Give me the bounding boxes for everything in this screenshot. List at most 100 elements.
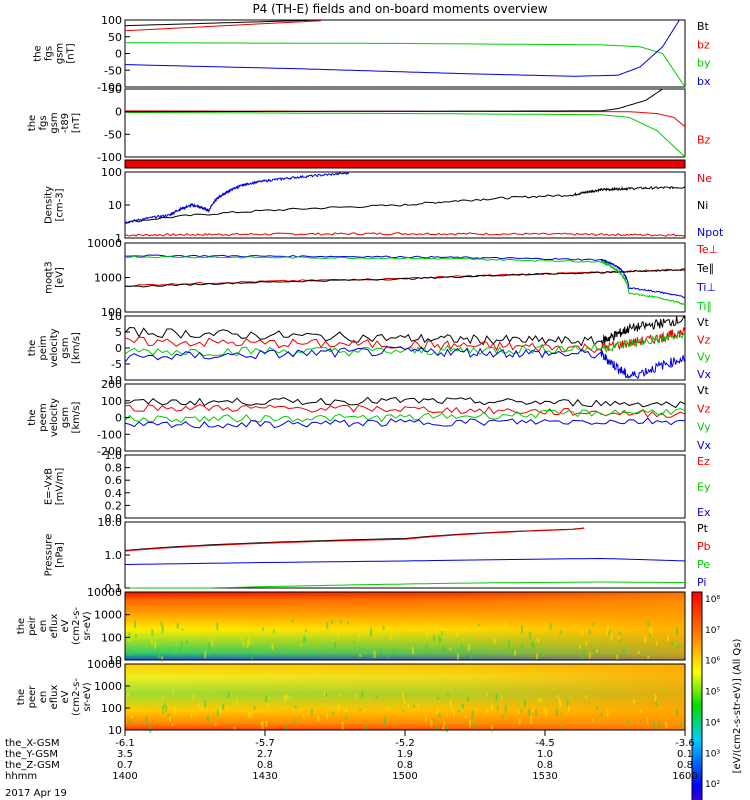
y-axis-label: the [27, 409, 38, 425]
y-axis-label: Pressure [44, 534, 55, 577]
spectrogram-pixel [676, 627, 679, 634]
spectrogram-pixel [131, 715, 133, 719]
legend-Pb: Pb [697, 540, 711, 553]
spectrogram-pixel [310, 708, 313, 716]
spectrogram-pixel [430, 720, 433, 728]
spectrogram-pixel [246, 640, 249, 648]
spectrogram-pixel [486, 709, 489, 714]
spectrogram-pixel [501, 715, 504, 719]
y-tick-label: 0.2 [105, 499, 123, 512]
panel-frame [124, 521, 686, 589]
spectrogram-pixel [561, 712, 564, 715]
spectrogram-pixel [633, 699, 635, 704]
spectrogram-pixel [449, 700, 452, 706]
series-line-by [125, 42, 686, 88]
spectrogram-pixel [217, 709, 219, 717]
legend-Vy: Vy [697, 351, 711, 364]
spectrogram-pixel [154, 641, 157, 649]
colorbar-tick-label: 10² [705, 780, 720, 790]
y-tick-label: 200 [101, 378, 122, 391]
spectrogram-pixel [379, 647, 382, 653]
spectrogram-pixel [250, 712, 253, 718]
spectrogram-pixel [271, 642, 274, 651]
legend-bz: bz [697, 38, 710, 51]
spectrogram-pixel [204, 651, 207, 659]
spectrogram-pixel [411, 646, 414, 655]
spectrogram-pixel [505, 622, 507, 630]
spectrogram-pixel [248, 646, 251, 655]
y-tick-label: 100 [101, 306, 122, 319]
colorbar-label: [eV/(cm2-s-str-eV)] (All Qs) [732, 638, 743, 773]
colorbar-ticks: 10⁸10⁷10⁶10⁵10⁴10³10²10¹ [705, 595, 720, 790]
legend-Bt: Bt [697, 20, 710, 33]
chart-title: P4 (TH-E) fields and on-board moments ov… [252, 2, 547, 16]
y-axis-label: [km/s] [71, 401, 82, 433]
spectrogram-pixel [273, 629, 276, 633]
spectrogram-pixel [392, 649, 395, 654]
spectrogram-pixel [338, 703, 341, 711]
spectrogram-pixel [531, 641, 533, 649]
spectrogram-pixel [326, 713, 329, 720]
spectrogram-pixel [211, 638, 214, 647]
panel-4: 100 10 1 Density [cm-3] Ne Ni Npot [44, 166, 724, 245]
spectrogram-pixel [655, 701, 658, 706]
footer-row-label: the_Z-GSM [5, 760, 60, 771]
spectrogram-pixel [317, 715, 320, 722]
y-tick-label: -50 [104, 64, 122, 77]
panel-frame [124, 171, 686, 239]
spectrogram-pixel [238, 648, 241, 654]
spectrogram-pixel [201, 705, 204, 713]
spectrogram-pixel [216, 622, 219, 631]
spectrogram-pixel [304, 629, 307, 632]
y-tick-label: 1000 [94, 680, 122, 693]
spectrogram-pixel [532, 708, 534, 712]
colorbar-tick-label: 10⁵ [705, 688, 720, 698]
legend-Vx: Vx [697, 368, 712, 381]
spectrogram-pixel [644, 635, 647, 643]
footer-value: -6.1 [115, 738, 135, 749]
spectrogram-pixel [227, 692, 230, 699]
spectrogram-pixel [417, 702, 420, 708]
spectrogram-pixel [543, 708, 546, 713]
spectrogram-pixel [518, 718, 521, 725]
spectrogram-pixel [470, 652, 473, 660]
series-line-trace2 [124, 88, 663, 113]
spectrogram-pixel [556, 694, 559, 698]
spectrogram-pixel [240, 637, 243, 640]
footer-value: 1500 [392, 771, 417, 782]
spectrogram-pixel [596, 706, 599, 710]
legend-Ex: Ex [697, 506, 711, 519]
spectrogram-pixel [493, 637, 496, 641]
series-line-Vy [124, 408, 686, 424]
spectrogram-pixel [262, 627, 265, 631]
y-tick-label: 1.0 [105, 449, 123, 462]
y-axis-label: fgs [38, 115, 49, 130]
y-axis-label: gsm [60, 337, 71, 358]
legend-by: by [697, 57, 711, 70]
spectrogram-pixel [265, 695, 268, 703]
footer-value: 0.8 [537, 760, 553, 771]
spectrogram-pixel [293, 627, 296, 632]
y-axis-label: [mV/m] [55, 468, 66, 506]
spectrogram-pixel [194, 626, 197, 630]
spectrogram-pixel [242, 641, 245, 647]
y-axis-label: eV [60, 619, 71, 632]
spectrogram-pixel [449, 647, 452, 650]
spectrogram-pixel [537, 638, 540, 643]
spectrogram-pixel [528, 709, 530, 717]
panel-frame [124, 88, 686, 158]
spectrogram-pixel [260, 723, 263, 726]
series-line-Pb [124, 527, 585, 552]
y-axis-label: (cm2-s- [71, 678, 82, 716]
spectrogram-pixel [520, 709, 523, 714]
spectrogram-pixel [373, 650, 376, 658]
colorbar-tick-label: 10⁴ [705, 718, 720, 728]
footer-value: 3.5 [117, 749, 133, 760]
spectrogram-pixel [523, 699, 526, 707]
series-line-Vx [124, 346, 686, 380]
footer-value: 0.1 [677, 749, 693, 760]
y-axis-label: [km/s] [71, 332, 82, 364]
spectrogram-pixel [652, 721, 655, 728]
spectrogram-pixel [622, 646, 625, 655]
spectrogram-pixel [403, 697, 406, 704]
